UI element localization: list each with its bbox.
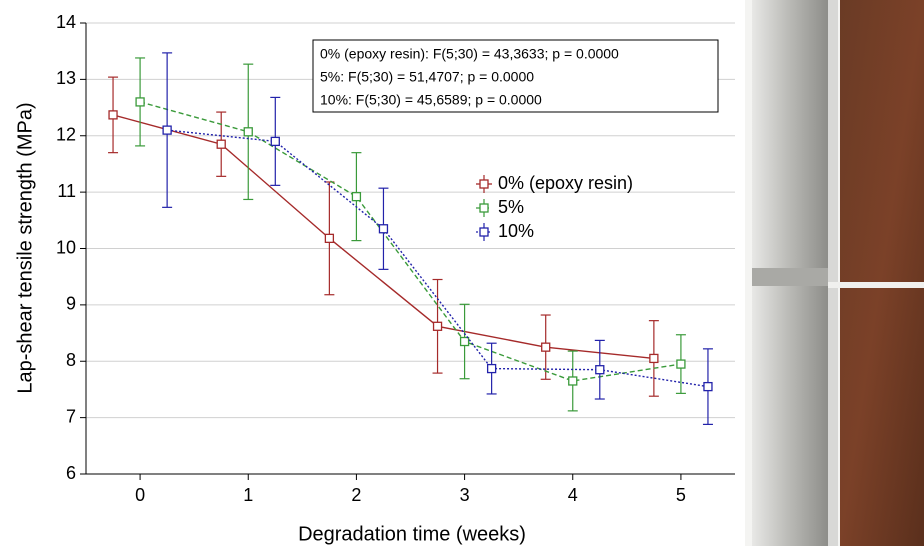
marker [324,233,335,244]
marker [459,336,470,347]
y-tick-label: 9 [66,294,76,314]
marker [243,127,253,137]
x-axis-label: Degradation time (weeks) [298,523,526,545]
y-tick-label: 11 [57,181,76,201]
y-tick-label: 8 [66,350,76,370]
y-tick-label: 13 [56,68,76,88]
series-line [112,114,654,360]
y-tick-label: 10 [56,237,76,257]
series-line [167,129,709,388]
y-axis-label: Lap-shear tensile strength (MPa) [14,102,36,393]
x-tick-label: 1 [243,485,253,505]
x-tick-label: 3 [460,485,470,505]
annotation: 0% (epoxy resin): F(5;30) = 43,3633; p =… [320,46,619,62]
marker [595,365,605,375]
y-tick-label: 6 [66,463,76,483]
marker [351,191,362,202]
x-tick-label: 2 [351,485,361,505]
marker [676,359,686,369]
legend-label: 0% (epoxy resin) [498,173,633,193]
marker [703,381,713,392]
legend-marker [479,203,489,213]
legend-label: 5% [498,197,524,217]
photo [745,0,924,546]
marker [378,224,389,234]
x-tick-label: 0 [135,485,145,505]
marker [216,139,226,149]
x-tick-label: 4 [568,485,578,505]
y-tick-label: 12 [56,125,76,145]
marker [432,321,443,331]
y-tick-label: 7 [66,406,76,426]
annotation: 10%: F(5;30) = 45,6589; p = 0.0000 [320,92,542,108]
x-tick-label: 5 [676,485,686,505]
marker [270,136,280,147]
marker [568,376,578,386]
marker [108,110,118,120]
legend-marker [479,227,489,237]
marker [486,363,497,374]
marker [541,342,551,352]
annotation-box [312,39,719,113]
y-tick-label: 14 [56,12,76,32]
marker [649,353,659,364]
legend-label: 10% [498,221,534,241]
series-line [139,101,682,382]
marker [135,97,145,107]
annotation: 5%: F(5;30) = 51,4707; p = 0.0000 [320,69,534,85]
legend-marker [479,179,489,189]
marker [162,125,172,135]
